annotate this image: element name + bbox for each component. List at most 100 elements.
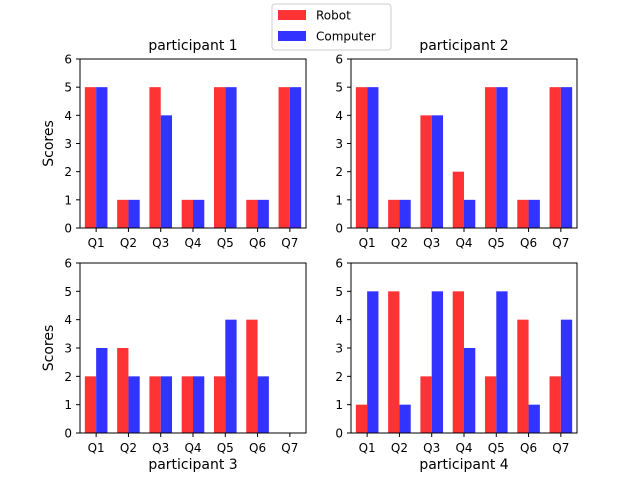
bar-robot-q1 (84, 376, 97, 433)
x-tick-label-q4: Q4 (455, 236, 472, 250)
y-tick-label: 2 (335, 165, 343, 179)
bar-robot-q6 (246, 319, 258, 433)
bar-computer-q7 (289, 87, 302, 229)
x-tick-label-q4: Q4 (184, 441, 201, 455)
y-tick-label: 5 (335, 285, 343, 299)
y-tick-label: 6 (335, 53, 343, 67)
bar-computer-q3 (160, 115, 173, 228)
legend: Robot Computer (271, 3, 392, 51)
x-tick-label-q6: Q6 (249, 236, 266, 250)
bar-computer-q7 (560, 319, 573, 433)
bar-robot-q6 (517, 319, 529, 433)
y-tick-label: 5 (64, 285, 72, 299)
bar-robot-q7 (549, 376, 561, 433)
legend-swatch-robot (278, 10, 306, 20)
legend-label-robot: Robot (316, 9, 351, 23)
bar-robot-q2 (388, 199, 400, 228)
y-tick-label: 0 (335, 222, 343, 236)
bar-robot-q5 (213, 376, 226, 433)
x-axis-label: participant 4 (419, 457, 508, 473)
bar-computer-q4 (193, 199, 205, 228)
y-tick-label: 1 (64, 193, 72, 207)
bar-computer-q2 (128, 376, 140, 433)
bar-computer-q5 (496, 291, 508, 433)
y-tick-label: 2 (64, 370, 72, 384)
bar-robot-q5 (213, 87, 226, 229)
y-tick-label: 3 (64, 342, 72, 356)
y-tick-label: 1 (335, 193, 343, 207)
bar-computer-q1 (96, 348, 108, 433)
y-tick-label: 5 (335, 81, 343, 95)
x-tick-label-q2: Q2 (120, 441, 137, 455)
bar-computer-q7 (560, 87, 573, 229)
y-tick-label: 6 (64, 53, 72, 67)
y-tick-label: 3 (335, 137, 343, 151)
bar-computer-q1 (367, 87, 379, 229)
bar-computer-q3 (431, 115, 444, 228)
y-tick-label: 6 (335, 257, 343, 271)
y-tick-label: 0 (64, 427, 72, 441)
x-tick-label-q3: Q3 (423, 236, 440, 250)
y-axis-label: Scores (41, 120, 57, 167)
subplot-2: 0 1 2 3 4 5 6 Q1 Q2 Q3 Q4 Q5 Q6 Q7 participant 2 (335, 38, 578, 250)
bar-computer-q6 (528, 404, 540, 433)
bar-computer-q5 (496, 87, 508, 229)
bar-robot-q6 (246, 199, 258, 228)
bar-computer-q6 (528, 199, 540, 228)
bar-computer-q3 (160, 376, 173, 433)
bar-robot-q5 (484, 87, 497, 229)
y-tick-label: 0 (64, 222, 72, 236)
x-tick-label-q2: Q2 (391, 441, 408, 455)
bar-robot-q3 (149, 376, 161, 433)
bar-robot-q6 (517, 199, 529, 228)
bar-robot-q7 (549, 87, 561, 229)
x-tick-label-q1: Q1 (88, 236, 105, 250)
y-tick-label: 5 (64, 81, 72, 95)
bar-computer-q1 (96, 87, 108, 229)
x-axis-label: participant 3 (148, 457, 237, 473)
x-tick-label-q1: Q1 (88, 441, 105, 455)
bar-computer-q5 (225, 319, 237, 433)
x-tick-label-q6: Q6 (520, 441, 537, 455)
y-tick-label: 2 (64, 165, 72, 179)
x-tick-label-q4: Q4 (455, 441, 472, 455)
y-tick-label: 1 (335, 398, 343, 412)
y-tick-label: 3 (335, 342, 343, 356)
x-tick-label-q5: Q5 (217, 441, 234, 455)
bar-robot-q4 (181, 376, 193, 433)
x-tick-label-q3: Q3 (423, 441, 440, 455)
bar-computer-q6 (257, 199, 269, 228)
subplot-1: 0 1 2 3 4 5 6 Q1 Q2 Q3 Q4 Q5 Q6 Q7 participant 1 Scores (41, 38, 307, 250)
x-tick-label-q6: Q6 (520, 236, 537, 250)
x-tick-label-q1: Q1 (359, 236, 376, 250)
x-tick-label-q1: Q1 (359, 441, 376, 455)
y-tick-label: 4 (64, 109, 72, 123)
bar-robot-q4 (452, 171, 464, 228)
bar-robot-q7 (278, 87, 290, 229)
bar-robot-q2 (117, 348, 129, 433)
y-tick-label: 6 (64, 257, 72, 271)
x-tick-label-q2: Q2 (391, 236, 408, 250)
bar-robot-q5 (484, 376, 497, 433)
bar-robot-q1 (355, 404, 368, 433)
y-tick-label: 4 (64, 313, 72, 327)
x-tick-label-q2: Q2 (120, 236, 137, 250)
bar-robot-q1 (355, 87, 368, 229)
bar-robot-q4 (181, 199, 193, 228)
legend-swatch-computer (278, 31, 306, 41)
subplot-4: 0 1 2 3 4 5 6 Q1 Q2 Q3 Q4 Q5 Q6 Q7 participant 4 (335, 257, 578, 473)
bar-robot-q3 (149, 87, 161, 229)
x-tick-label-q7: Q7 (281, 441, 298, 455)
bar-computer-q1 (367, 291, 379, 433)
y-axis-label: Scores (41, 325, 57, 372)
y-tick-label: 0 (335, 427, 343, 441)
bar-computer-q2 (399, 404, 411, 433)
subplot-3: 0 1 2 3 4 5 6 Q1 Q2 Q3 Q4 Q5 Q6 Q7 participant 3 Scores (41, 257, 307, 473)
y-tick-label: 2 (335, 370, 343, 384)
bar-robot-q2 (117, 199, 129, 228)
x-tick-label-q5: Q5 (488, 441, 505, 455)
legend-label-computer: Computer (316, 30, 376, 44)
y-tick-label: 1 (64, 398, 72, 412)
